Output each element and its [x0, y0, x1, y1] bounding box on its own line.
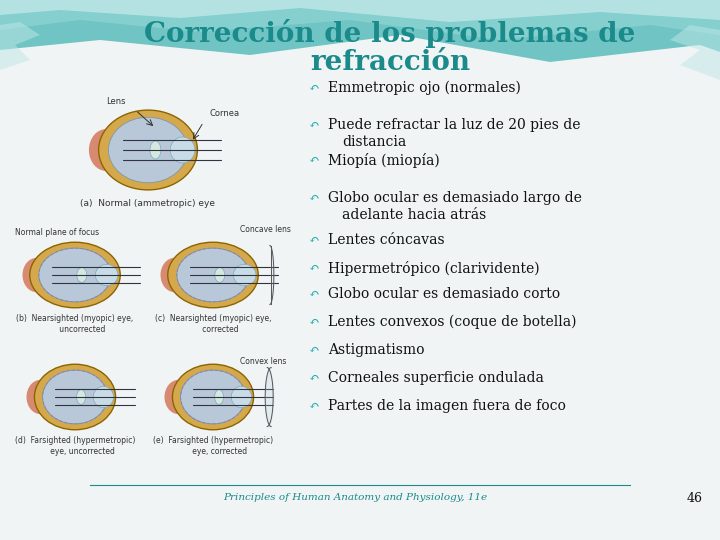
Text: ↶: ↶ — [308, 400, 318, 413]
Polygon shape — [0, 0, 40, 70]
Text: Globo ocular es demasiado largo de: Globo ocular es demasiado largo de — [328, 191, 582, 205]
Polygon shape — [0, 0, 720, 40]
Text: Lentes cóncavas: Lentes cóncavas — [328, 233, 445, 247]
Ellipse shape — [27, 380, 55, 414]
Text: refracción: refracción — [310, 50, 470, 77]
Text: Lentes convexos (coque de botella): Lentes convexos (coque de botella) — [328, 315, 577, 329]
Ellipse shape — [77, 268, 87, 282]
Ellipse shape — [35, 364, 115, 430]
Text: ↶: ↶ — [308, 372, 318, 384]
Ellipse shape — [39, 248, 111, 302]
Text: Globo ocular es demasiado corto: Globo ocular es demasiado corto — [328, 287, 560, 301]
Text: ↶: ↶ — [308, 343, 318, 356]
Polygon shape — [670, 0, 720, 80]
Text: (d)  Farsighted (hypermetropic)
      eye, uncorrected: (d) Farsighted (hypermetropic) eye, unco… — [15, 436, 135, 456]
Ellipse shape — [22, 258, 50, 292]
Ellipse shape — [76, 390, 86, 404]
Ellipse shape — [30, 242, 120, 308]
Ellipse shape — [95, 265, 118, 286]
Ellipse shape — [181, 370, 246, 424]
Text: ↶: ↶ — [308, 153, 318, 166]
Text: (b)  Nearsighted (myopic) eye,
      uncorrected: (b) Nearsighted (myopic) eye, uncorrecte… — [17, 314, 134, 334]
Ellipse shape — [177, 248, 249, 302]
Text: ↶: ↶ — [308, 261, 318, 274]
Text: Lens: Lens — [106, 97, 125, 106]
Ellipse shape — [42, 370, 107, 424]
Ellipse shape — [89, 129, 123, 171]
Ellipse shape — [168, 242, 258, 308]
Ellipse shape — [94, 386, 114, 408]
Text: Concave lens: Concave lens — [240, 225, 291, 234]
Text: ↶: ↶ — [308, 118, 318, 132]
Text: (a)  Normal (ammetropic) eye: (a) Normal (ammetropic) eye — [81, 199, 215, 207]
Text: Principles of Human Anatomy and Physiology, 11e: Principles of Human Anatomy and Physiolo… — [223, 494, 487, 503]
Text: Corneales superficie ondulada: Corneales superficie ondulada — [328, 371, 544, 385]
Ellipse shape — [173, 364, 253, 430]
Polygon shape — [0, 0, 720, 22]
Polygon shape — [0, 0, 720, 62]
Text: ↶: ↶ — [308, 287, 318, 300]
Ellipse shape — [215, 268, 225, 282]
Text: ↶: ↶ — [308, 82, 318, 94]
Text: ↶: ↶ — [308, 233, 318, 246]
Ellipse shape — [170, 137, 195, 163]
Text: Partes de la imagen fuera de foco: Partes de la imagen fuera de foco — [328, 399, 566, 413]
Text: Convex lens: Convex lens — [240, 357, 287, 366]
Text: adelante hacia atrás: adelante hacia atrás — [342, 208, 486, 222]
Text: ↶: ↶ — [308, 192, 318, 205]
Text: Hipermetrópico (clarividente): Hipermetrópico (clarividente) — [328, 260, 539, 275]
Text: (c)  Nearsighted (myopic) eye,
      corrected: (c) Nearsighted (myopic) eye, corrected — [155, 314, 271, 334]
Ellipse shape — [161, 258, 189, 292]
Text: ↶: ↶ — [308, 315, 318, 328]
Text: (e)  Farsighted (hypermetropic)
      eye, corrected: (e) Farsighted (hypermetropic) eye, corr… — [153, 436, 273, 456]
Ellipse shape — [164, 380, 192, 414]
Ellipse shape — [99, 110, 197, 190]
Text: Miopía (miopía): Miopía (miopía) — [328, 152, 440, 167]
Text: Puede refractar la luz de 20 pies de: Puede refractar la luz de 20 pies de — [328, 118, 580, 132]
Text: Astigmatismo: Astigmatismo — [328, 343, 425, 357]
Ellipse shape — [109, 117, 187, 183]
Text: Cornea: Cornea — [210, 109, 240, 118]
Ellipse shape — [215, 390, 223, 404]
Text: Emmetropic ojo (normales): Emmetropic ojo (normales) — [328, 81, 521, 95]
Text: Normal plane of focus: Normal plane of focus — [15, 228, 99, 237]
Ellipse shape — [233, 265, 256, 286]
Text: 46: 46 — [687, 491, 703, 504]
Text: Corrección de los problemas de: Corrección de los problemas de — [144, 19, 636, 49]
Ellipse shape — [150, 141, 161, 159]
Ellipse shape — [231, 386, 251, 408]
Text: distancia: distancia — [342, 135, 406, 149]
